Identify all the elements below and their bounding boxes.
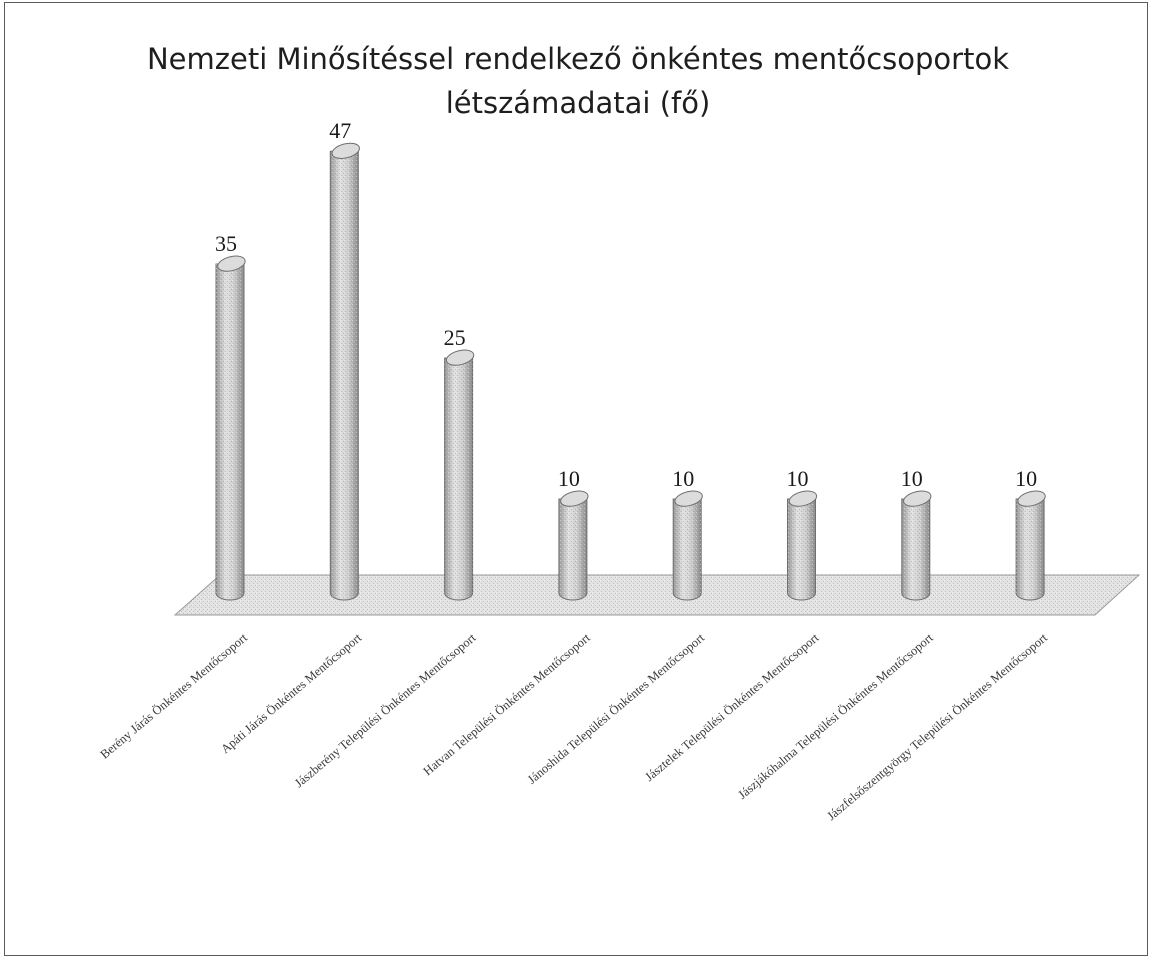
bars [215,142,1046,601]
category-label: Jászfelsőszentgyörgy Települési Önkéntes… [824,630,1050,823]
chart-title: Nemzeti Minősítéssel rendelkező önkéntes… [147,42,1009,120]
bar-cap [331,142,360,159]
bar-cap [217,255,246,272]
bar [1015,490,1046,601]
bar-cap [1017,490,1046,507]
bar [444,349,475,601]
category-label: Jászberény Települési Önkéntes Mentőcsop… [292,630,479,790]
chart-title-line-2: létszámadatai (fő) [446,86,711,120]
bar-cap [445,349,475,366]
value-labels: 35 47 25 10 10 10 10 10 [215,118,1037,491]
bar [558,490,589,601]
value-label: 10 [558,466,580,491]
value-label: 10 [672,466,694,491]
category-labels: Berény Járás Önkéntes MentőcsoportApáti … [98,630,1051,823]
value-label: 25 [444,325,466,350]
bar [329,142,360,601]
bar-cap [560,490,589,507]
value-label: 10 [1015,466,1037,491]
value-label: 47 [329,118,351,143]
bar-texture [444,358,473,601]
value-label: 10 [787,466,809,491]
chart-canvas: Nemzeti Minősítéssel rendelkező önkéntes… [98,42,1141,823]
value-label: 35 [215,231,237,256]
bar-texture [330,151,359,601]
chart-floor [173,574,1141,616]
bar-texture [673,499,702,601]
bar-texture [901,499,930,601]
bar-cap [903,490,932,507]
bar [901,490,932,601]
bar [672,490,703,601]
bar [215,255,246,601]
category-label: Jánoshida Települési Önkéntes Mentőcsopo… [525,630,708,787]
bar-cap [788,490,818,507]
chart-floor-texture [175,575,1139,615]
category-label: Jásztelek Települési Önkéntes Mentőcsopo… [642,630,822,784]
bar-texture [1016,499,1045,601]
category-label: Jászjákóhalma Települési Önkéntes Mentőc… [735,630,936,802]
bar [787,490,818,601]
bar-texture [787,499,816,601]
bar-texture [558,499,587,601]
value-label: 10 [901,466,923,491]
chart-title-line-1: Nemzeti Minősítéssel rendelkező önkéntes… [147,42,1009,76]
bar-cap [674,490,703,507]
bar-texture [216,264,244,600]
chart-frame: Nemzeti Minősítéssel rendelkező önkéntes… [4,2,1148,956]
